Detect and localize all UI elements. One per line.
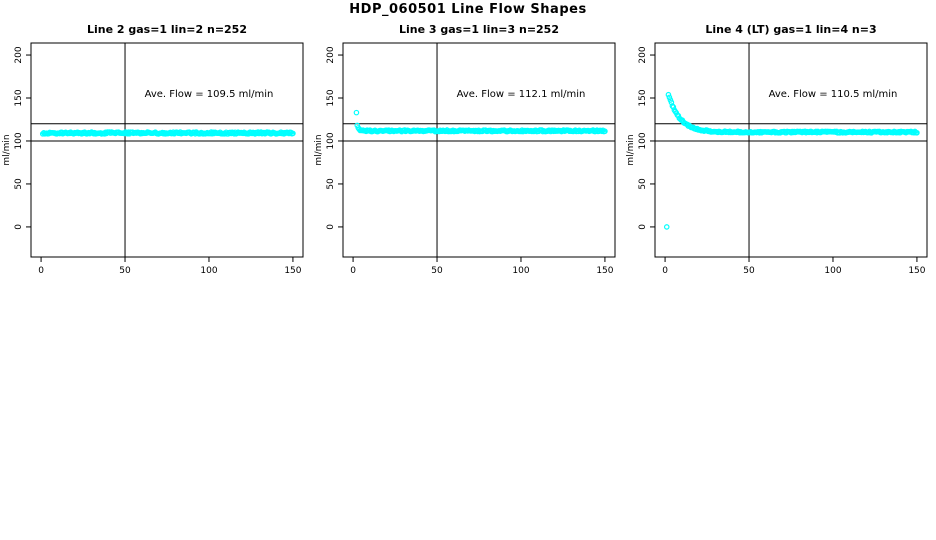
y-tick-label: 150	[14, 89, 24, 106]
y-axis-label: ml/min	[626, 134, 636, 165]
axes: 0 50 100 150 0 50 100 150 200 ml/min	[626, 46, 926, 276]
y-tick-label: 200	[14, 46, 24, 63]
panel-title: Line 4 (LT) gas=1 lin=4 n=3	[705, 23, 876, 36]
data-points	[39, 129, 296, 137]
x-tick-label: 0	[38, 266, 44, 276]
x-tick-label: 100	[200, 266, 217, 276]
panel-title: Line 2 gas=1 lin=2 n=252	[87, 23, 247, 36]
x-tick-label: 100	[824, 266, 841, 276]
axes: 0 50 100 150 0 50 100 150 200 ml/min	[2, 46, 302, 276]
y-tick-label: 50	[326, 178, 336, 190]
flow-panel-2: Line 3 gas=1 lin=3 n=252 0 50 100 150 0 50 100 1…	[314, 23, 616, 276]
reference-lines	[343, 43, 615, 257]
axes: 0 50 100 150 0 50 100 150 200 ml/min	[314, 46, 614, 276]
x-tick-label: 150	[596, 266, 613, 276]
y-tick-label: 0	[14, 224, 24, 230]
plot-box	[654, 42, 928, 258]
y-axis-label: ml/min	[2, 134, 12, 165]
ave-flow-annotation: Ave. Flow = 109.5 ml/min	[145, 89, 274, 100]
x-tick-label: 150	[908, 266, 925, 276]
ave-flow-annotation: Ave. Flow = 112.1 ml/min	[457, 89, 586, 100]
reference-lines	[31, 43, 303, 257]
y-tick-label: 150	[638, 89, 648, 106]
y-tick-label: 100	[14, 132, 24, 149]
x-tick-label: 100	[512, 266, 529, 276]
data-points	[663, 91, 920, 230]
x-tick-label: 50	[743, 266, 755, 276]
y-tick-label: 200	[326, 46, 336, 63]
figure-title: HDP_060501 Line Flow Shapes	[349, 2, 587, 17]
flow-panel-3: Line 4 (LT) gas=1 lin=4 n=3 0 50 100 150 0 50 1…	[626, 23, 928, 276]
y-tick-label: 200	[638, 46, 648, 63]
y-tick-label: 50	[638, 178, 648, 190]
panel-title: Line 3 gas=1 lin=3 n=252	[399, 23, 559, 36]
y-tick-label: 150	[326, 89, 336, 106]
plot-box	[342, 42, 616, 258]
reference-lines	[655, 43, 927, 257]
y-axis-label: ml/min	[314, 134, 324, 165]
y-tick-label: 0	[638, 224, 648, 230]
plot-box	[30, 42, 304, 258]
panels-row: Line 2 gas=1 lin=2 n=252 0 50 100 150 0 50 100 1…	[2, 23, 928, 276]
x-tick-label: 0	[662, 266, 668, 276]
x-tick-label: 50	[119, 266, 131, 276]
x-tick-label: 0	[350, 266, 356, 276]
y-tick-label: 50	[14, 178, 24, 190]
y-tick-label: 0	[326, 224, 336, 230]
ave-flow-annotation: Ave. Flow = 110.5 ml/min	[769, 89, 898, 100]
x-tick-label: 150	[284, 266, 301, 276]
data-points	[353, 109, 608, 135]
x-tick-label: 50	[431, 266, 443, 276]
y-tick-label: 100	[326, 132, 336, 149]
y-tick-label: 100	[638, 132, 648, 149]
flow-panel-1: Line 2 gas=1 lin=2 n=252 0 50 100 150 0 50 100 1…	[2, 23, 304, 276]
